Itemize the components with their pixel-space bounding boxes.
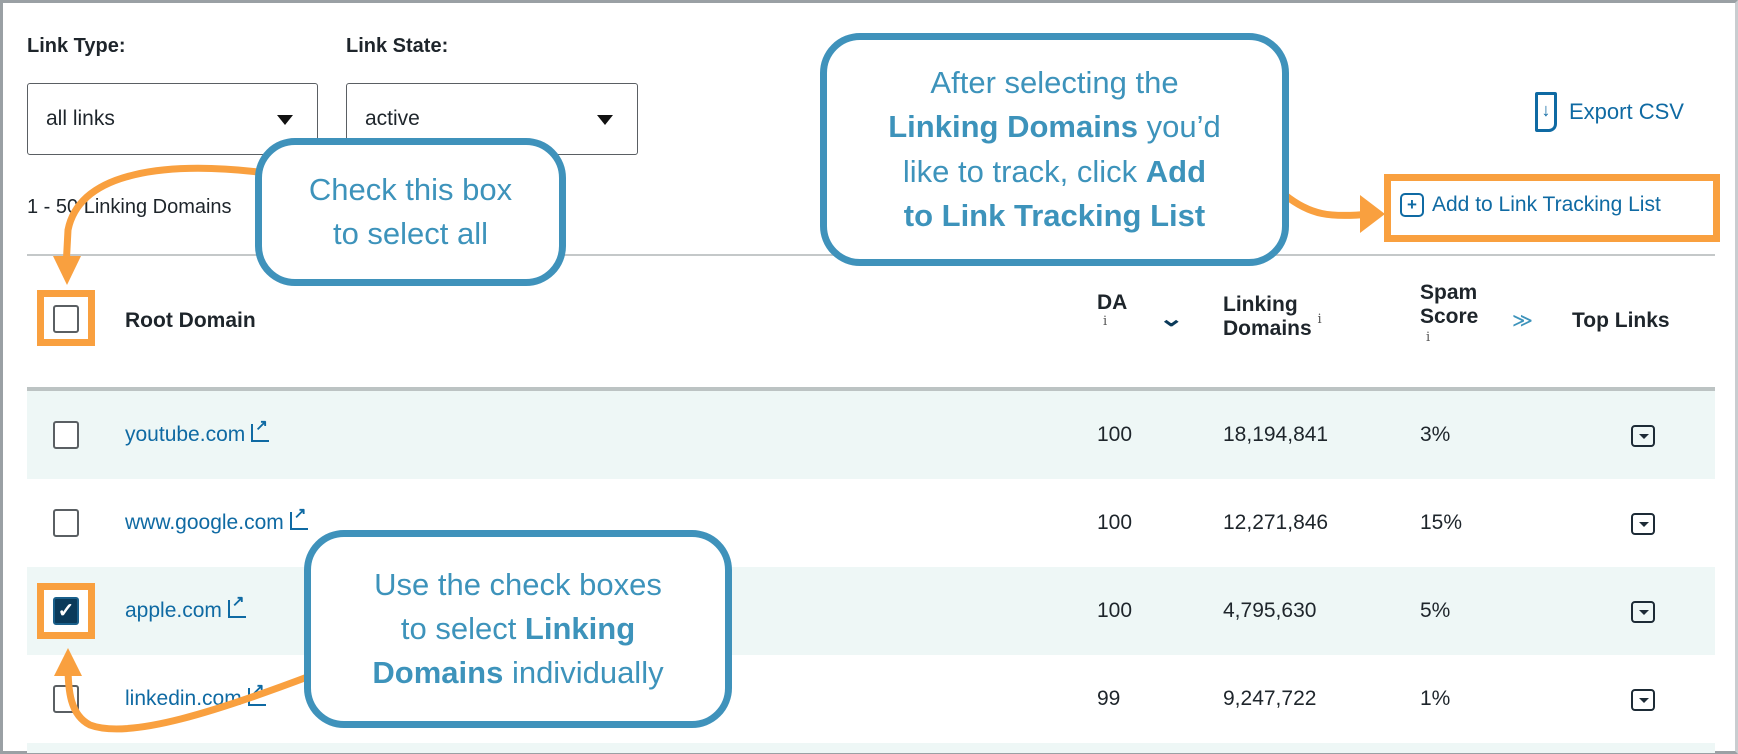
header-root-domain: Root Domain	[125, 309, 256, 332]
header-da-label: DA	[1097, 291, 1128, 314]
domain-text: www.google.com	[125, 511, 284, 534]
table-row: www.google.com 100 12,271,846 15%	[27, 479, 1715, 567]
file-download-icon: ↓	[1535, 92, 1557, 132]
domain-link[interactable]: youtube.com	[125, 416, 270, 447]
highlight-select-all	[37, 290, 95, 346]
domain-text: linkedin.com	[125, 687, 242, 710]
domain-link[interactable]: www.google.com	[125, 504, 308, 535]
top-links-dropdown-icon[interactable]	[1631, 513, 1655, 535]
domain-link[interactable]: apple.com	[125, 592, 246, 623]
linking-domains-value: 9,247,722	[1223, 687, 1317, 710]
link-state-value: active	[365, 107, 420, 130]
link-type-label: Link Type:	[27, 35, 126, 57]
link-type-value: all links	[46, 107, 115, 130]
header-spam-line1: Spam	[1420, 281, 1478, 304]
spam-score-value: 15%	[1420, 511, 1463, 534]
callout-text: like to track, click	[902, 153, 1146, 189]
da-value: 99	[1097, 687, 1121, 710]
info-icon[interactable]: i	[1103, 314, 1108, 329]
header-linking-domains[interactable]: Linking Domains i	[1223, 293, 1322, 344]
domain-text: apple.com	[125, 599, 222, 622]
top-links-dropdown-icon[interactable]	[1631, 689, 1655, 711]
row-checkbox[interactable]	[53, 421, 79, 449]
arrowhead-add-tracking	[1360, 195, 1385, 233]
header-divider	[27, 387, 1715, 391]
export-csv-button[interactable]: ↓ Export CSV	[1535, 92, 1684, 132]
arrowhead-checked-box	[54, 648, 82, 676]
caret-down-icon	[597, 115, 613, 125]
select-all-checkbox[interactable]	[53, 305, 79, 333]
da-value: 100	[1097, 599, 1133, 622]
arrow-to-select-all	[62, 164, 259, 269]
external-link-icon[interactable]	[251, 416, 270, 442]
info-icon[interactable]: i	[1317, 312, 1322, 327]
callout-text: After selecting the	[930, 65, 1179, 101]
sort-double-chevron-icon[interactable]: ≫	[1512, 310, 1533, 332]
callout-text: you’d	[1138, 109, 1221, 145]
header-ld-line1: Linking	[1223, 293, 1298, 316]
callout-text: individually	[503, 655, 664, 690]
info-icon[interactable]: i	[1426, 330, 1431, 345]
header-top-links: Top Links	[1572, 309, 1670, 332]
plus-square-icon: +	[1400, 193, 1424, 217]
callout-text: to select	[400, 610, 525, 646]
caret-down-icon	[277, 115, 293, 125]
spam-score-value: 3%	[1420, 423, 1451, 446]
table-row: youtube.com 100 18,194,841 3%	[27, 391, 1715, 479]
add-to-tracking-label: Add to Link Tracking List	[1432, 193, 1661, 216]
callout-bold: Add	[1145, 153, 1207, 189]
header-ld-line2: Domains	[1223, 317, 1312, 340]
da-value: 100	[1097, 511, 1133, 534]
callout-text: to select all	[332, 216, 489, 251]
row-checkbox[interactable]	[53, 509, 79, 537]
header-spam-score[interactable]: Spam Score i	[1420, 281, 1478, 356]
da-value: 100	[1097, 423, 1133, 446]
callout-bold: Linking Domains	[888, 109, 1138, 145]
row-checkbox-checked[interactable]: ✓	[53, 597, 79, 625]
arrowhead-select-all	[53, 256, 81, 285]
link-state-label: Link State:	[346, 35, 449, 57]
link-type-select[interactable]: all links	[27, 83, 318, 155]
sort-desc-chevron-icon[interactable]: ⌄	[1158, 306, 1185, 331]
callout-text: Use the check boxes	[374, 566, 662, 602]
callout-add-tracking: After selecting the Linking Domains you’d…	[820, 33, 1289, 266]
domain-text: youtube.com	[125, 423, 246, 446]
highlight-checked-box	[37, 583, 95, 639]
table-row-partial	[27, 743, 1715, 753]
arrow-to-add-tracking	[1282, 192, 1371, 219]
callout-bold: Linking	[524, 610, 636, 646]
spam-score-value: 5%	[1420, 599, 1451, 622]
callout-bold: Domains	[372, 655, 504, 690]
table-row: linkedin.com 99 9,247,722 1%	[27, 655, 1715, 743]
spam-score-value: 1%	[1420, 687, 1451, 710]
highlight-add-tracking	[1384, 174, 1720, 242]
callout-select-all: Check this box to select all	[255, 138, 566, 286]
callout-individual: Use the check boxes to select Linking Doma…	[304, 530, 732, 728]
external-link-icon[interactable]	[227, 592, 246, 618]
arrow-to-checked-box	[64, 664, 312, 733]
callout-bold: to Link Tracking List	[903, 197, 1206, 233]
top-links-dropdown-icon[interactable]	[1631, 601, 1655, 623]
header-da[interactable]: DA i	[1097, 291, 1127, 342]
add-to-tracking-button[interactable]: + Add to Link Tracking List	[1400, 193, 1661, 217]
header-spam-line2: Score	[1420, 305, 1479, 328]
export-csv-label: Export CSV	[1569, 99, 1684, 124]
callout-text: Check this box	[308, 171, 513, 207]
external-link-icon[interactable]	[289, 504, 308, 530]
linking-domains-value: 18,194,841	[1223, 423, 1329, 446]
linking-domains-value: 4,795,630	[1223, 599, 1317, 622]
top-links-dropdown-icon[interactable]	[1631, 425, 1655, 447]
linking-domains-value: 12,271,846	[1223, 511, 1329, 534]
